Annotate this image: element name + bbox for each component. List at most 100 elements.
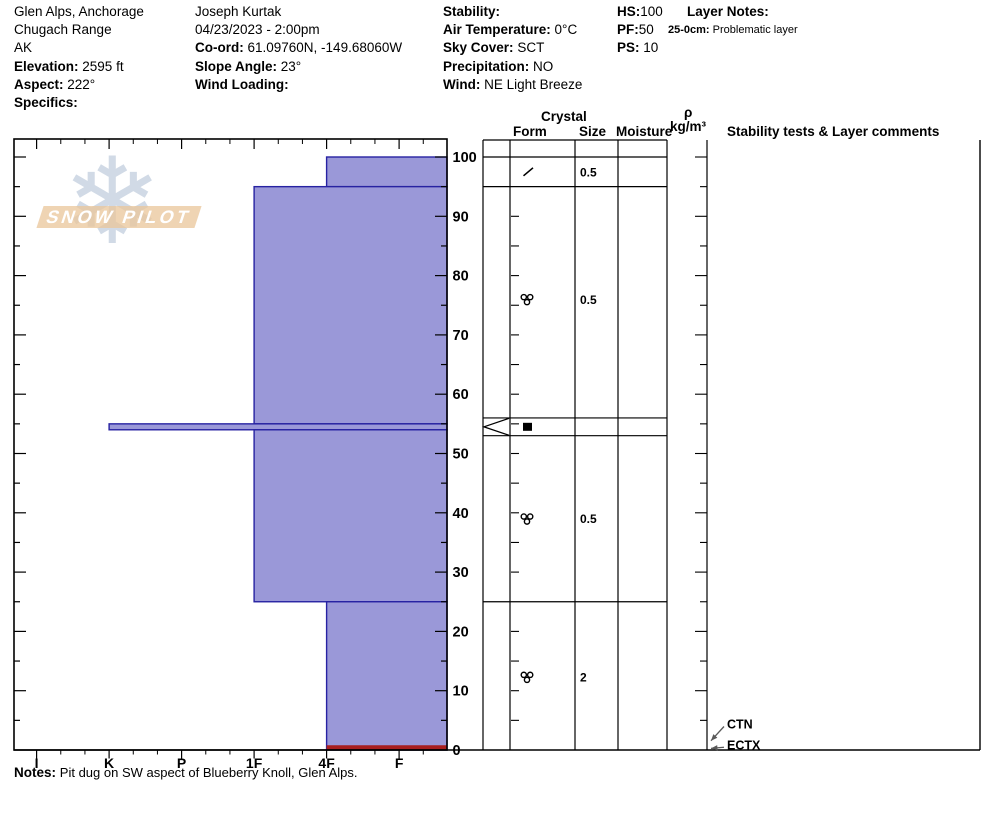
layer-bar-4F <box>325 601 448 751</box>
layer-bar-1F <box>253 185 448 425</box>
layer-bar-4F <box>325 156 448 188</box>
hs-value: 100 <box>640 4 663 19</box>
depth-axis-label: 10 <box>453 684 469 700</box>
precip-line: Precipitation: NO <box>443 58 582 76</box>
crystal-circle <box>526 293 534 301</box>
notes-label: Notes: <box>14 765 57 780</box>
aspect-line: Aspect: 222° <box>14 76 144 94</box>
basal-concern-layer <box>326 745 447 750</box>
ps-label: PS: <box>617 40 640 56</box>
stability-test-arrowhead-ECTX <box>711 745 718 751</box>
specifics-line: Specifics: <box>14 94 144 112</box>
crystal-form-symbol-melt-forms <box>520 513 534 525</box>
snowflake-icon: ❄ <box>62 135 163 269</box>
coord-value: 61.09760N, -149.68060W <box>247 40 403 56</box>
notes-line: Notes: Pit dug on SW aspect of Blueberry… <box>14 765 358 780</box>
hs-label: HS: <box>617 4 641 19</box>
depth-axis-label: 80 <box>453 269 469 285</box>
crystal-circle <box>523 676 531 684</box>
depth-axis-label: 60 <box>453 387 469 403</box>
ps-line: PS: 10 <box>617 39 663 57</box>
crystal-circle <box>520 513 528 520</box>
hardness-axis-label: F <box>395 755 404 771</box>
comments-header: Stability tests & Layer comments <box>727 124 940 139</box>
notes-text: Pit dug on SW aspect of Blueberry Knoll,… <box>59 765 358 780</box>
location-state: AK <box>14 40 33 56</box>
airtemp-line: Air Temperature: 0°C <box>443 21 582 39</box>
depth-axis-label: 90 <box>453 209 469 225</box>
layer-of-concern-flag <box>481 417 510 436</box>
stability-line: Stability: <box>443 3 582 21</box>
depth-axis-label: 70 <box>453 328 469 344</box>
crystal-form-symbol-ice-layer <box>523 422 532 431</box>
header-col-hs: HS:100 PF:50 PS: 10 <box>617 3 663 58</box>
pf-line: PF:50 <box>617 21 663 39</box>
aspect-label: Aspect: <box>14 76 64 92</box>
location-name: Glen Alps, Anchorage <box>14 4 144 19</box>
elevation-value: 2595 ft <box>82 58 124 74</box>
airtemp-value: 0°C <box>554 22 578 38</box>
crystal-circle <box>526 671 534 679</box>
depth-axis-label: 40 <box>453 506 469 522</box>
sky-label: Sky Cover: <box>443 40 514 56</box>
hardness-axis-label: I <box>35 755 39 771</box>
wind-line: Wind: NE Light Breeze <box>443 76 582 94</box>
sky-line: Sky Cover: SCT <box>443 39 582 57</box>
form-header: Form <box>513 124 547 139</box>
pf-label: PF: <box>617 22 639 38</box>
ps-value: 10 <box>643 40 659 56</box>
grain-size-value: 0.5 <box>580 512 597 526</box>
elevation-line: Elevation: 2595 ft <box>14 58 144 76</box>
observer-name: Joseph Kurtak <box>195 4 282 19</box>
hardness-axis-label: K <box>104 755 114 771</box>
coord-label: Co-ord: <box>195 40 244 56</box>
crystal-circle <box>523 518 531 525</box>
crystal-form-symbol-melt-forms <box>520 293 534 306</box>
slope-line: Slope Angle: 23° <box>195 58 402 76</box>
wind-label: Wind: <box>443 76 481 92</box>
layer-note-text: Problematic layer <box>712 24 798 36</box>
layer-note-line: 25-0cm: Problematic layer <box>668 24 798 36</box>
layer-notes-title: Layer Notes: <box>687 4 769 19</box>
crystal-circle <box>526 513 534 520</box>
precip-label: Precipitation: <box>443 58 530 74</box>
stability-test-label-CTN: CTN <box>727 718 753 732</box>
crystal-circle <box>520 671 528 679</box>
hardness-axis-label: P <box>177 755 186 771</box>
elevation-label: Elevation: <box>14 58 79 74</box>
wind-loading-label: Wind Loading: <box>195 76 289 92</box>
crystal-circle <box>523 298 531 306</box>
depth-axis-label: 100 <box>453 150 477 166</box>
moisture-header: Moisture <box>616 124 673 139</box>
stability-test-label-ECTX: ECTX <box>727 738 761 752</box>
header-col-weather: Stability: Air Temperature: 0°C Sky Cove… <box>443 3 582 94</box>
wind-loading-line: Wind Loading: <box>195 76 402 94</box>
airtemp-label: Air Temperature: <box>443 22 551 38</box>
sky-value: SCT <box>517 40 545 56</box>
crystal-form-symbol-melt-forms <box>520 671 534 684</box>
slope-label: Slope Angle: <box>195 58 278 74</box>
crystal-form-symbol-decomposing-fragments <box>522 167 534 177</box>
layer-bar-1F <box>253 429 448 603</box>
wind-value: NE Light Breeze <box>484 76 583 92</box>
stability-test-arrowhead-CTN <box>711 734 718 741</box>
depth-axis-label: 50 <box>453 447 469 463</box>
hardness-axis-label: 1F <box>246 755 263 771</box>
pf-value: 50 <box>638 22 654 38</box>
grain-size-value: 0.5 <box>580 165 597 179</box>
depth-axis-label: 30 <box>453 565 469 581</box>
depth-axis-label: 0 <box>453 743 461 759</box>
density-units-header: kg/m³ <box>670 119 707 134</box>
specifics-label: Specifics: <box>14 95 78 111</box>
grain-size-value: 2 <box>580 671 587 685</box>
header-col-observer: Joseph Kurtak 04/23/2023 - 2:00pm Co-ord… <box>195 3 402 94</box>
size-header: Size <box>579 124 607 139</box>
crystal-circle <box>520 293 528 301</box>
hardness-axis-label: 4F <box>318 755 335 771</box>
aspect-value: 222° <box>67 76 96 92</box>
layer-bar-K <box>108 423 448 431</box>
header-col-location: Glen Alps, Anchorage Chugach Range AK El… <box>14 3 144 112</box>
slope-value: 23° <box>280 58 302 74</box>
